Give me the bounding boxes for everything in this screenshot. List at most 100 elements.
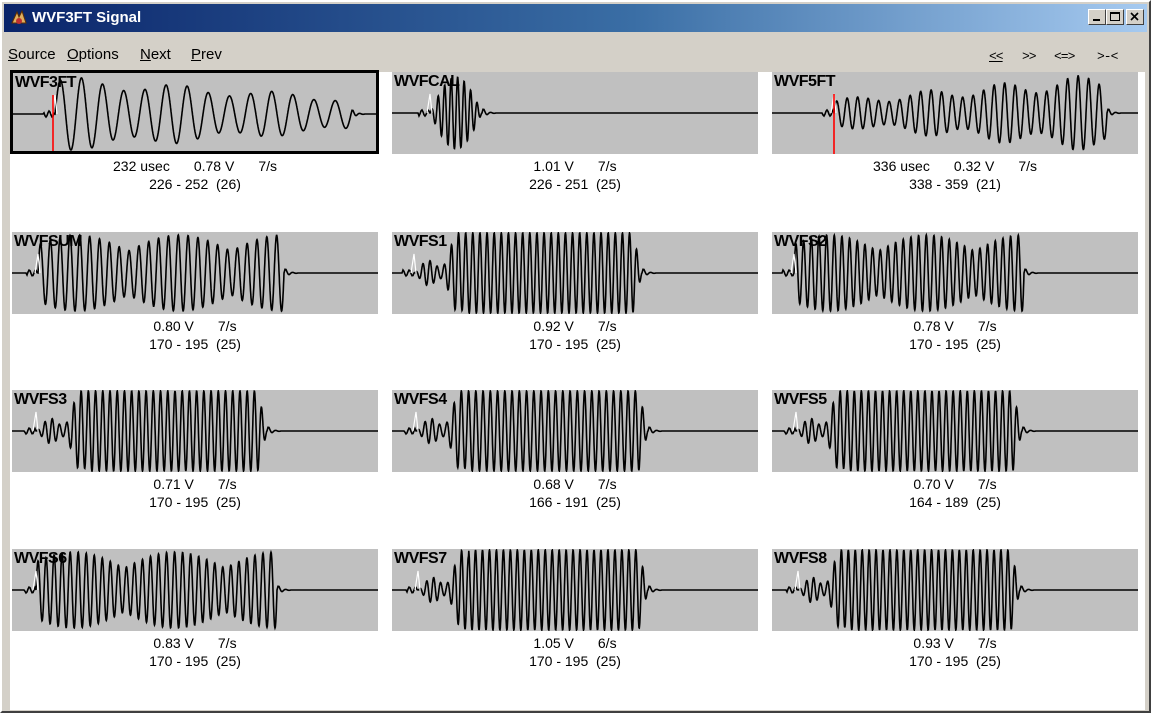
waveform-trace [12, 233, 378, 313]
signal-panel[interactable]: WVF5FT 336 usec 0.32 V 7/s 338 - 359 (21) [772, 72, 1138, 223]
panel-measurements: 336 usec 0.32 V 7/s [772, 158, 1138, 174]
waveform-line [772, 390, 1138, 472]
panel-time: 232 usec [113, 158, 170, 174]
panel-range: 164 - 189 (25) [909, 494, 1001, 510]
panel-range: 226 - 251 (25) [529, 176, 621, 192]
waveform-line [12, 390, 378, 472]
panel-range: 170 - 195 (25) [149, 494, 241, 510]
signal-panel[interactable]: WVFS8 0.93 V 7/s 170 - 195 (25) [772, 549, 1138, 700]
panel-label: WVFS3 [14, 391, 67, 408]
close-button[interactable] [1126, 9, 1144, 25]
panel-range: 226 - 252 (26) [149, 176, 241, 192]
close-icon [1130, 12, 1139, 21]
panel-rate: 6/s [597, 635, 617, 651]
menu-bar: Source Options Next Prev << >> <=> >-< [4, 44, 1147, 66]
waveform-plot[interactable]: WVFS2 [772, 232, 1138, 314]
panel-measurements: 0.78 V 7/s [772, 318, 1138, 334]
signal-panel[interactable]: WVFS1 0.92 V 7/s 170 - 195 (25) [392, 232, 758, 383]
menu-source[interactable]: Source [8, 46, 56, 63]
panel-rate: 7/s [258, 158, 277, 174]
waveform-trace [772, 232, 1138, 314]
start-marker [794, 570, 801, 591]
waveform-trace [772, 390, 1138, 472]
waveform-plot[interactable]: WVFS7 [392, 549, 758, 631]
waveform-plot[interactable]: WVF3FT [10, 70, 379, 154]
panel-volts: 0.68 V [533, 476, 574, 492]
maximize-button[interactable] [1106, 9, 1124, 25]
waveform-plot[interactable]: WVFCAL [392, 72, 758, 154]
panel-measurements: 1.05 V 6/s [392, 635, 758, 651]
panel-volts: 0.71 V [153, 476, 194, 492]
panel-rate: 7/s [1018, 158, 1037, 174]
panel-range: 166 - 191 (25) [529, 494, 621, 510]
panel-rate: 7/s [977, 476, 997, 492]
panel-range: 170 - 195 (25) [149, 653, 241, 669]
signal-panel[interactable]: WVFSUM 0.80 V 7/s 170 - 195 (25) [12, 232, 378, 383]
waveform-plot[interactable]: WVFSUM [12, 232, 378, 314]
nav-first[interactable]: << [989, 49, 1004, 64]
panel-rate: 7/s [217, 318, 237, 334]
panel-measurements: 0.71 V 7/s [12, 476, 378, 492]
panel-rate: 7/s [597, 318, 617, 334]
panel-measurements: 1.01 V 7/s [392, 158, 758, 174]
panel-measurements: 0.83 V 7/s [12, 635, 378, 651]
minimize-button[interactable] [1088, 9, 1106, 25]
panel-volts: 0.70 V [913, 476, 954, 492]
signal-panel[interactable]: WVFCAL 1.01 V 7/s 226 - 251 (25) [392, 72, 758, 223]
nav-last[interactable]: >> [1022, 49, 1037, 64]
start-marker [32, 570, 39, 591]
signal-panel[interactable]: WVFS7 1.05 V 6/s 170 - 195 (25) [392, 549, 758, 700]
waveform-plot[interactable]: WVFS1 [392, 232, 758, 314]
panel-range: 170 - 195 (25) [909, 336, 1001, 352]
waveform-plot[interactable]: WVFS6 [12, 549, 378, 631]
app-icon [11, 9, 27, 24]
signal-panel[interactable]: WVFS3 0.71 V 7/s 170 - 195 (25) [12, 390, 378, 541]
panel-label: WVFS2 [774, 233, 827, 250]
start-marker [790, 253, 797, 274]
waveform-plot[interactable]: WVF5FT [772, 72, 1138, 154]
panel-measurements: 0.70 V 7/s [772, 476, 1138, 492]
panel-volts: 1.05 V [533, 635, 574, 651]
panel-measurements: 232 usec 0.78 V 7/s [12, 158, 378, 174]
panel-label: WVFSUM [14, 233, 83, 250]
start-marker [414, 570, 421, 591]
waveform-plot[interactable]: WVFS5 [772, 390, 1138, 472]
waveform-line [772, 549, 1138, 631]
waveform-plot[interactable]: WVFS3 [12, 390, 378, 472]
waveform-line [392, 390, 758, 472]
panel-range: 338 - 359 (21) [909, 176, 1001, 192]
nav-shrink[interactable]: >-< [1097, 49, 1118, 64]
minimize-icon [1093, 19, 1100, 21]
waveform-plot[interactable]: WVFS8 [772, 549, 1138, 631]
panel-label: WVFS4 [394, 391, 447, 408]
waveform-trace [392, 390, 758, 472]
waveform-plot[interactable]: WVFS4 [392, 390, 758, 472]
waveform-trace [12, 549, 378, 631]
panel-label: WVF5FT [774, 73, 836, 90]
nav-expand[interactable]: <=> [1054, 49, 1075, 64]
panel-volts: 0.92 V [533, 318, 574, 334]
panel-rate: 7/s [977, 635, 997, 651]
panel-label: WVFS5 [774, 391, 827, 408]
panel-label: WVFCAL [394, 73, 460, 90]
panel-rate: 7/s [977, 318, 997, 334]
menu-prev[interactable]: Prev [191, 46, 222, 63]
menu-options[interactable]: Options [67, 46, 119, 63]
panel-label: WVFS7 [394, 550, 447, 567]
maximize-icon [1110, 12, 1120, 21]
signal-panel[interactable]: WVFS4 0.68 V 7/s 166 - 191 (25) [392, 390, 758, 541]
panel-rate: 7/s [597, 158, 617, 174]
panel-measurements: 0.80 V 7/s [12, 318, 378, 334]
title-bar[interactable]: WVF3FT Signal [4, 4, 1147, 32]
waveform-trace [392, 549, 758, 631]
signal-panel[interactable]: WVFS5 0.70 V 7/s 164 - 189 (25) [772, 390, 1138, 541]
waveform-trace [392, 232, 758, 314]
menu-next[interactable]: Next [140, 46, 171, 63]
panel-label: WVFS6 [14, 550, 67, 567]
start-marker [412, 411, 419, 432]
signal-panel[interactable]: WVFS6 0.83 V 7/s 170 - 195 (25) [12, 549, 378, 700]
signal-panel[interactable]: WVF3FT 232 usec 0.78 V 7/s 226 - 252 (26) [10, 70, 379, 223]
start-marker [34, 253, 41, 274]
waveform-line [772, 75, 1138, 151]
signal-panel[interactable]: WVFS2 0.78 V 7/s 170 - 195 (25) [772, 232, 1138, 383]
